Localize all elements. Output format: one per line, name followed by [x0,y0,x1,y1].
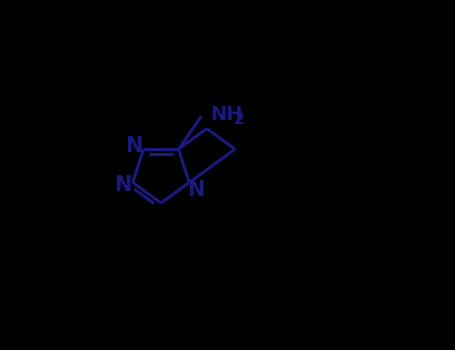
Text: N: N [187,180,204,200]
Text: 2: 2 [234,112,245,127]
Text: NH: NH [210,105,243,124]
Text: N: N [125,136,142,156]
Text: N: N [114,175,131,195]
